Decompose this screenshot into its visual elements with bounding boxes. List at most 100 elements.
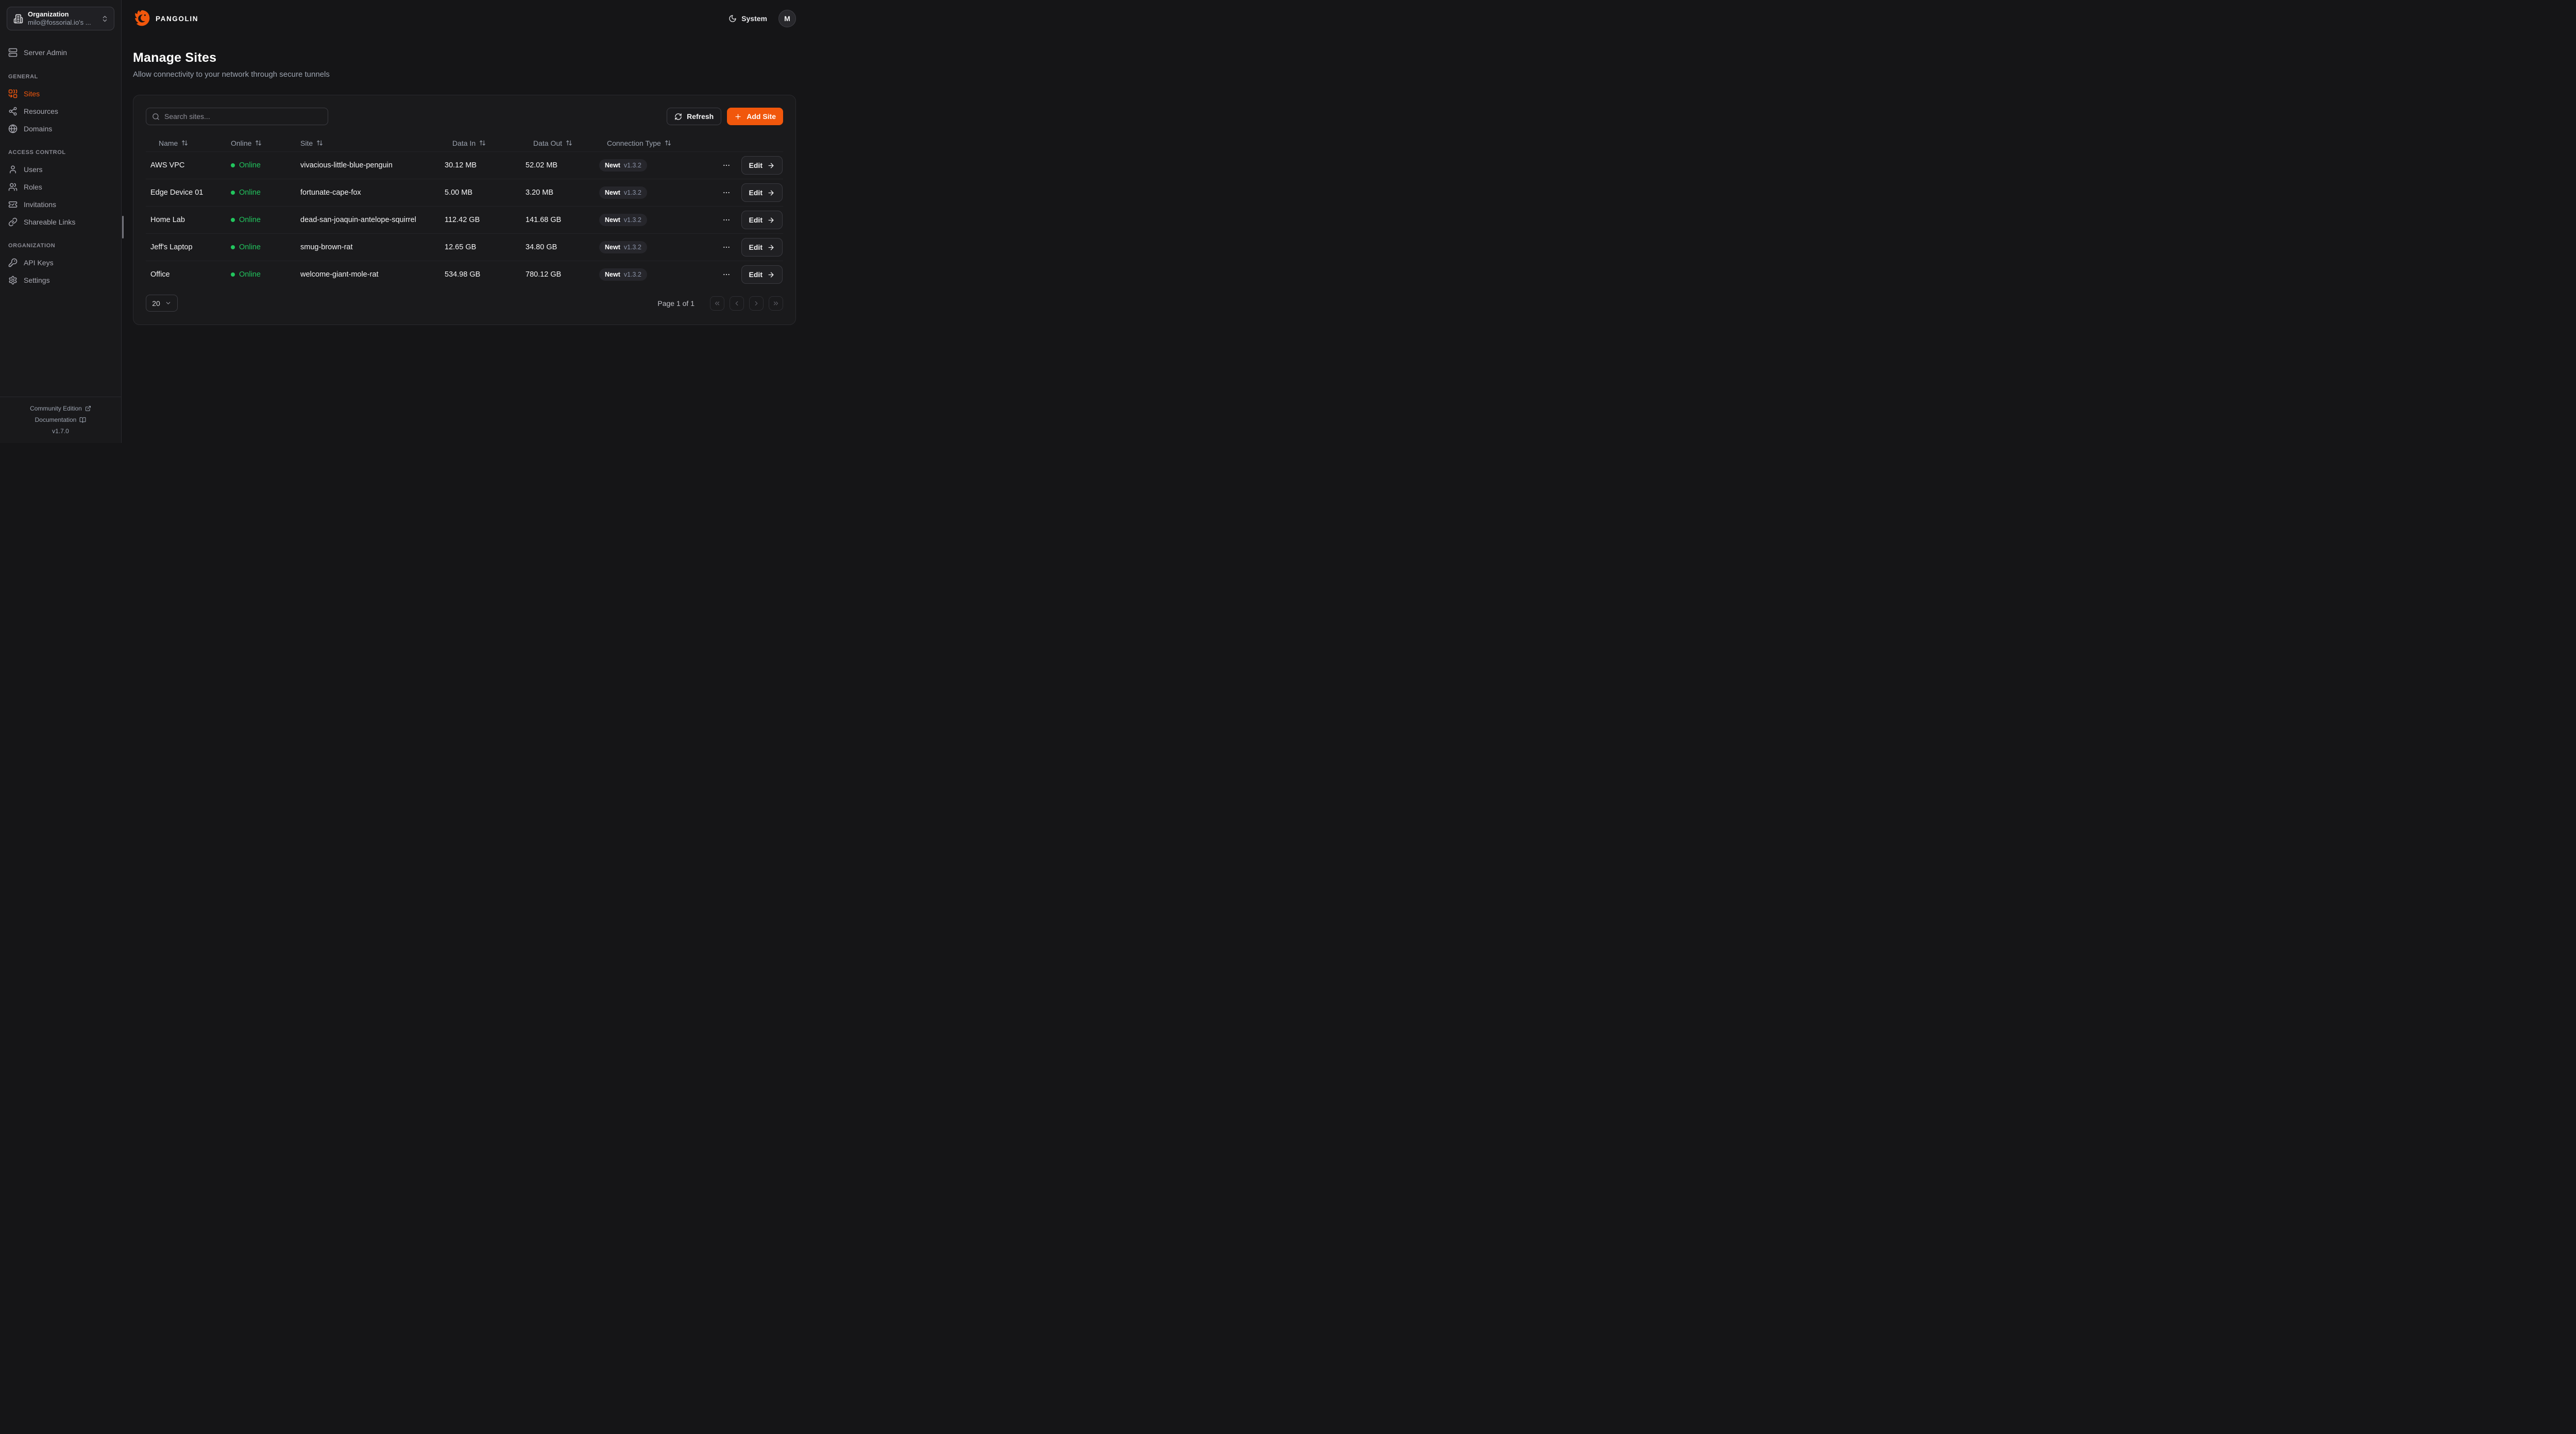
- sidebar-item-server-admin[interactable]: Server Admin: [8, 46, 113, 58]
- refresh-icon: [674, 113, 682, 121]
- avatar-initial: M: [784, 14, 790, 23]
- row-menu-button[interactable]: [720, 268, 733, 281]
- sidebar-item-label: Users: [24, 165, 43, 174]
- refresh-button[interactable]: Refresh: [667, 108, 722, 125]
- sidebar-item-domains[interactable]: Domains: [8, 123, 113, 134]
- org-selector-texts: Organization milo@fossorial.io's ...: [28, 10, 96, 27]
- avatar[interactable]: M: [778, 10, 796, 27]
- sidebar-resize-handle[interactable]: [122, 216, 124, 238]
- online-label: Online: [239, 270, 261, 279]
- column-header-site[interactable]: Site: [300, 139, 445, 147]
- edit-button[interactable]: Edit: [741, 265, 783, 284]
- plus-icon: [734, 113, 742, 121]
- page-title: Manage Sites: [133, 50, 217, 65]
- edit-label: Edit: [749, 270, 762, 279]
- arrow-right-icon: [767, 271, 775, 279]
- sidebar-item-settings[interactable]: Settings: [8, 274, 113, 286]
- column-header-data-out[interactable]: Data Out: [526, 139, 599, 147]
- community-edition-label: Community Edition: [30, 405, 82, 412]
- data-out-cell: 780.12 GB: [526, 270, 562, 279]
- data-out-cell: 52.02 MB: [526, 161, 558, 169]
- sites-card: Refresh Add Site Name Online: [133, 95, 796, 325]
- sidebar: Organization milo@fossorial.io's ... Ser…: [0, 0, 122, 443]
- table-row: Home Lab Online dead-san-joaquin-antelop…: [146, 206, 783, 233]
- ellipsis-icon: [722, 161, 731, 169]
- column-header-connection-type[interactable]: Connection Type: [599, 139, 723, 147]
- org-selector[interactable]: Organization milo@fossorial.io's ...: [7, 7, 114, 30]
- key-icon: [8, 258, 18, 267]
- online-label: Online: [239, 161, 261, 169]
- sidebar-item-users[interactable]: Users: [8, 163, 113, 175]
- edit-label: Edit: [749, 216, 762, 224]
- site-name-cell: Home Lab: [150, 216, 185, 224]
- sidebar-item-invitations[interactable]: Invitations: [8, 198, 113, 210]
- connection-version: v1.3.2: [623, 189, 641, 196]
- sidebar-item-roles[interactable]: Roles: [8, 181, 113, 193]
- sidebar-item-shareable-links[interactable]: Shareable Links: [8, 216, 113, 228]
- arrow-right-icon: [767, 216, 775, 224]
- theme-toggle-button[interactable]: System: [728, 14, 767, 23]
- row-menu-button[interactable]: [720, 186, 733, 199]
- connection-version: v1.3.2: [623, 162, 641, 169]
- next-page-button[interactable]: [749, 296, 764, 311]
- column-label: Name: [159, 139, 178, 147]
- edit-button[interactable]: Edit: [741, 156, 783, 175]
- refresh-label: Refresh: [687, 112, 714, 121]
- brand-name: PANGOLIN: [156, 14, 199, 23]
- online-label: Online: [239, 216, 261, 224]
- page-size-select[interactable]: 20: [146, 295, 178, 312]
- globe-icon: [8, 124, 18, 133]
- online-dot: [231, 163, 235, 167]
- site-slug-cell: vivacious-little-blue-penguin: [300, 161, 393, 169]
- sidebar-item-label: Shareable Links: [24, 217, 76, 226]
- row-menu-button[interactable]: [720, 214, 733, 226]
- search-icon: [152, 113, 160, 121]
- column-header-name[interactable]: Name: [146, 139, 231, 147]
- last-page-button[interactable]: [769, 296, 783, 311]
- user-icon: [8, 165, 18, 174]
- brand[interactable]: PANGOLIN: [133, 9, 198, 28]
- sidebar-item-label: Invitations: [24, 200, 57, 209]
- users-icon: [8, 182, 18, 192]
- edit-button[interactable]: Edit: [741, 238, 783, 257]
- sidebar-item-sites[interactable]: Sites: [8, 88, 113, 99]
- edit-button[interactable]: Edit: [741, 183, 783, 202]
- prev-page-button[interactable]: [730, 296, 744, 311]
- data-in-cell: 5.00 MB: [445, 189, 472, 197]
- gear-icon: [8, 276, 18, 285]
- connection-name: Newt: [605, 189, 620, 196]
- chevrons-up-down-icon: [101, 15, 109, 23]
- nav-section-heading-access-control: ACCESS CONTROL: [8, 149, 66, 156]
- column-header-data-in[interactable]: Data In: [445, 139, 526, 147]
- row-menu-button[interactable]: [720, 241, 733, 253]
- online-status-cell: Online: [231, 270, 300, 279]
- add-site-button[interactable]: Add Site: [727, 108, 783, 125]
- sidebar-item-api-keys[interactable]: API Keys: [8, 257, 113, 268]
- community-edition-link[interactable]: Community Edition: [0, 403, 121, 414]
- sort-icon: [255, 140, 262, 146]
- sidebar-item-label: Settings: [24, 276, 50, 284]
- online-dot: [231, 218, 235, 222]
- version-label: v1.7.0: [52, 428, 69, 435]
- table-header-row: Name Online Site Data In Data Out: [146, 134, 783, 151]
- table-row: Office Online welcome-giant-mole-rat 534…: [146, 261, 783, 288]
- search-input[interactable]: [164, 112, 322, 121]
- sidebar-nav: Server Admin GENERAL Sites Resources Dom…: [0, 37, 121, 397]
- row-menu-button[interactable]: [720, 159, 733, 172]
- chevron-right-icon: [753, 300, 760, 307]
- row-actions: Edit: [723, 238, 783, 257]
- edit-button[interactable]: Edit: [741, 211, 783, 229]
- building-icon: [13, 14, 23, 24]
- ellipsis-icon: [722, 243, 731, 251]
- data-out-cell: 34.80 GB: [526, 243, 557, 251]
- sidebar-item-resources[interactable]: Resources: [8, 105, 113, 117]
- arrow-right-icon: [767, 189, 775, 197]
- site-name-cell: Office: [150, 270, 170, 279]
- connection-version: v1.3.2: [623, 244, 641, 251]
- book-open-icon: [79, 417, 86, 423]
- first-page-button[interactable]: [710, 296, 724, 311]
- column-header-online[interactable]: Online: [231, 139, 300, 147]
- row-actions: Edit: [723, 211, 783, 229]
- documentation-link[interactable]: Documentation: [0, 414, 121, 425]
- pangolin-logo: [133, 9, 150, 28]
